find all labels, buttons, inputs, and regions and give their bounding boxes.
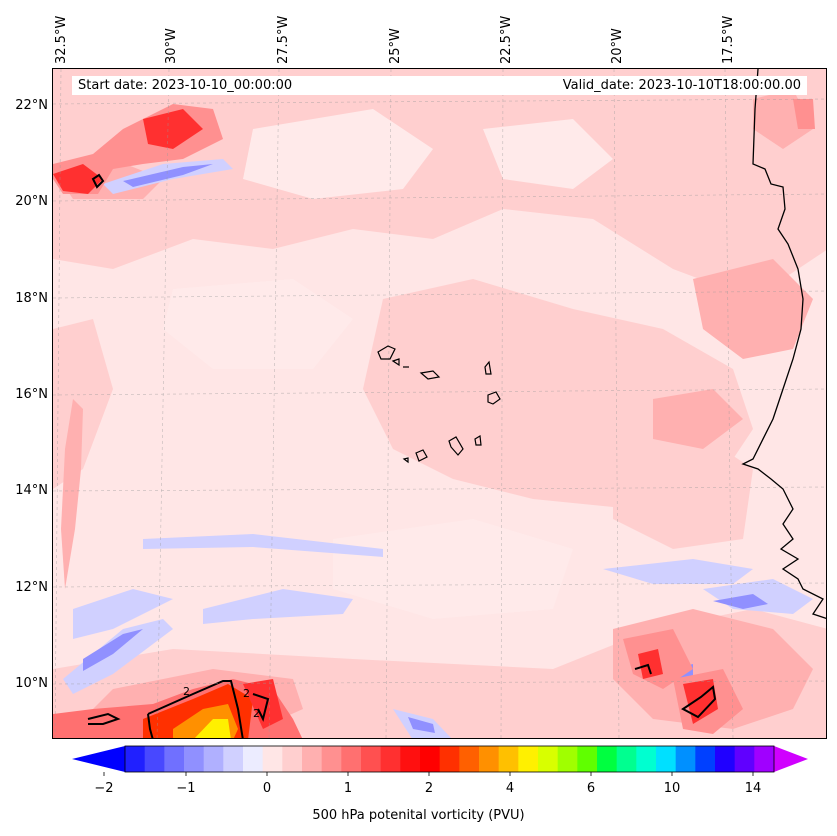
colorbar-ticks: [103, 772, 754, 776]
colorbar-cell: [597, 746, 618, 772]
colorbar-tick-0: 0: [262, 781, 272, 796]
colorbar-tick-4: 4: [505, 781, 515, 796]
lon-label-32.5W: 32.5°W: [54, 15, 69, 64]
colorbar-tick-6: 6: [586, 781, 596, 796]
contour-label-1: 2: [183, 685, 190, 698]
colorbar-cell: [577, 746, 598, 772]
colorbar-cell: [321, 746, 342, 772]
pv-2-contours: [87, 173, 717, 738]
colorbar-cell: [184, 746, 205, 772]
colorbar-cell: [695, 746, 716, 772]
colorbar-cell: [282, 746, 303, 772]
colorbar-cell: [203, 746, 224, 772]
pv-strong-negative: [83, 164, 768, 733]
colorbar-tick-14: 14: [744, 781, 762, 796]
colorbar-cell: [243, 746, 264, 772]
colorbar-tick-2: 2: [424, 781, 434, 796]
colorbar-cell: [518, 746, 539, 772]
colorbar-cell: [636, 746, 657, 772]
gridlines: [53, 69, 826, 738]
colorbar-under-arrow: [72, 746, 125, 772]
pv-pale-patches: [163, 109, 613, 619]
colorbar-cell: [459, 746, 480, 772]
lon-label-30W: 30°W: [164, 28, 179, 64]
lon-label-17.5W: 17.5°W: [721, 15, 736, 64]
colorbar-label: 500 hPa potenital vorticity (PVU): [312, 808, 525, 823]
cape-verde-islands: [377, 345, 501, 464]
colorbar-cell: [439, 746, 460, 772]
colorbar-cell: [302, 746, 323, 772]
colorbar-outline: [124, 745, 775, 773]
colorbar-tick-neg1: −1: [176, 781, 196, 796]
colorbar-cell: [262, 746, 283, 772]
colorbar-cell: [754, 746, 775, 772]
contour-label-2: 2: [243, 687, 250, 700]
colorbar-cell: [341, 746, 362, 772]
colorbar-cell: [380, 746, 401, 772]
pv-high-regions: [53, 99, 815, 738]
colorbar-tick-10: 10: [663, 781, 681, 796]
colorbar-cell: [479, 746, 500, 772]
map-panel: 2 2 2: [52, 68, 827, 739]
date-info-box: Start date: 2023-10-10_00:00:00 Valid_da…: [72, 76, 807, 95]
colorbar-cell: [616, 746, 637, 772]
lat-label-12N: 12°N: [15, 580, 48, 595]
colorbar-cell: [144, 746, 165, 772]
colorbar-cell: [656, 746, 677, 772]
lon-label-22.5W: 22.5°W: [499, 15, 514, 64]
colorbar-cell: [557, 746, 578, 772]
lat-label-16N: 16°N: [15, 387, 48, 402]
pv-field-map: 2 2 2: [53, 69, 826, 738]
africa-coastline: [741, 69, 826, 620]
lon-label-27.5W: 27.5°W: [276, 15, 291, 64]
colorbar-cell: [420, 746, 441, 772]
lat-label-10N: 10°N: [15, 676, 48, 691]
colorbar-cell: [675, 746, 696, 772]
lat-label-14N: 14°N: [15, 483, 48, 498]
colorbar-cells: [125, 746, 775, 772]
lat-label-22N: 22°N: [15, 98, 48, 113]
colorbar-cell: [715, 746, 736, 772]
colorbar-cell: [125, 746, 146, 772]
colorbar-tick-1: 1: [343, 781, 353, 796]
colorbar-cell: [361, 746, 382, 772]
lon-label-25W: 25°W: [388, 28, 403, 64]
colorbar-cell: [223, 746, 244, 772]
lat-label-20N: 20°N: [15, 194, 48, 209]
colorbar-over-arrow: [774, 746, 808, 772]
lon-label-20W: 20°W: [610, 28, 625, 64]
colorbar-tick-neg2: −2: [94, 781, 114, 796]
colorbar-cell: [734, 746, 755, 772]
colorbar-cell: [538, 746, 559, 772]
contour-label-3: 2: [253, 707, 260, 720]
colorbar-cell: [498, 746, 519, 772]
colorbar-cell: [400, 746, 421, 772]
colorbar-cell: [164, 746, 185, 772]
start-date-text: Start date: 2023-10-10_00:00:00: [78, 78, 293, 93]
lat-label-18N: 18°N: [15, 291, 48, 306]
valid-date-text: Valid_date: 2023-10-10T18:00:00.00: [562, 78, 801, 93]
